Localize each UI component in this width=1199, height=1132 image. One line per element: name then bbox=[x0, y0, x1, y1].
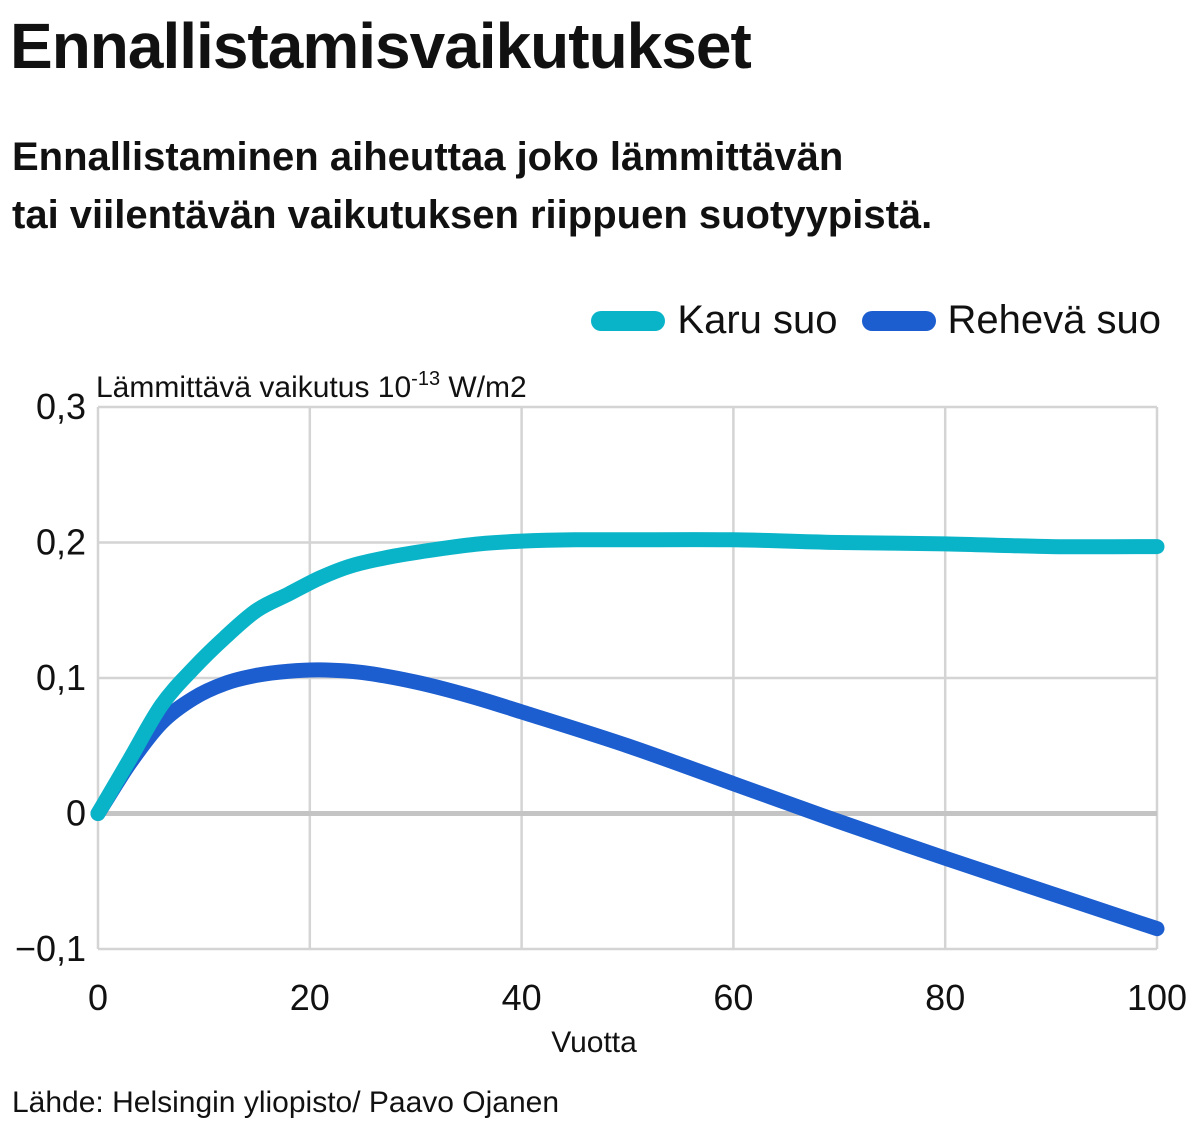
x-tick-label: 0 bbox=[88, 977, 108, 1018]
x-tick-label: 40 bbox=[502, 977, 542, 1018]
y-tick-label: −0,1 bbox=[15, 928, 86, 969]
subtitle-line-2: tai viilentävän vaikutuksen riippuen suo… bbox=[12, 193, 933, 237]
chart-lines bbox=[90, 532, 1165, 937]
chart-subtitle: Ennallistaminen aiheuttaa joko lämmittäv… bbox=[12, 128, 1162, 244]
y-tick-label: 0,3 bbox=[36, 386, 86, 427]
y-tick-label: 0 bbox=[66, 793, 86, 834]
y-tick-label: 0,1 bbox=[36, 657, 86, 698]
series-line-reheva-suo bbox=[90, 662, 1165, 937]
chart-legend: Karu suo Rehevä suo bbox=[567, 298, 1161, 343]
legend-swatch-karu-suo bbox=[591, 310, 666, 331]
y-axis-label: Lämmittävä vaikutus 10-13 W/m2 bbox=[96, 368, 527, 404]
source-note: Lähde: Helsingin yliopisto/ Paavo Ojanen bbox=[12, 1086, 560, 1119]
y-tick-label: 0,2 bbox=[36, 522, 86, 563]
x-tick-label: 100 bbox=[1127, 977, 1187, 1018]
x-tick-label: 80 bbox=[925, 977, 965, 1018]
legend-swatch-reheva-suo bbox=[861, 310, 936, 331]
x-tick-label: 60 bbox=[713, 977, 753, 1018]
legend-item-reheva-suo: Rehevä suo bbox=[861, 298, 1161, 343]
legend-label-reheva-suo: Rehevä suo bbox=[947, 298, 1161, 342]
x-tick-label: 20 bbox=[290, 977, 330, 1018]
legend-label-karu-suo: Karu suo bbox=[677, 298, 838, 342]
chart-title: Ennallistamisvaikutukset bbox=[10, 10, 752, 82]
legend-item-karu-suo: Karu suo bbox=[591, 298, 838, 343]
series-line-karu-suo bbox=[90, 532, 1165, 821]
subtitle-line-1: Ennallistaminen aiheuttaa joko lämmittäv… bbox=[12, 135, 844, 179]
x-axis-label: Vuotta bbox=[551, 1026, 637, 1059]
